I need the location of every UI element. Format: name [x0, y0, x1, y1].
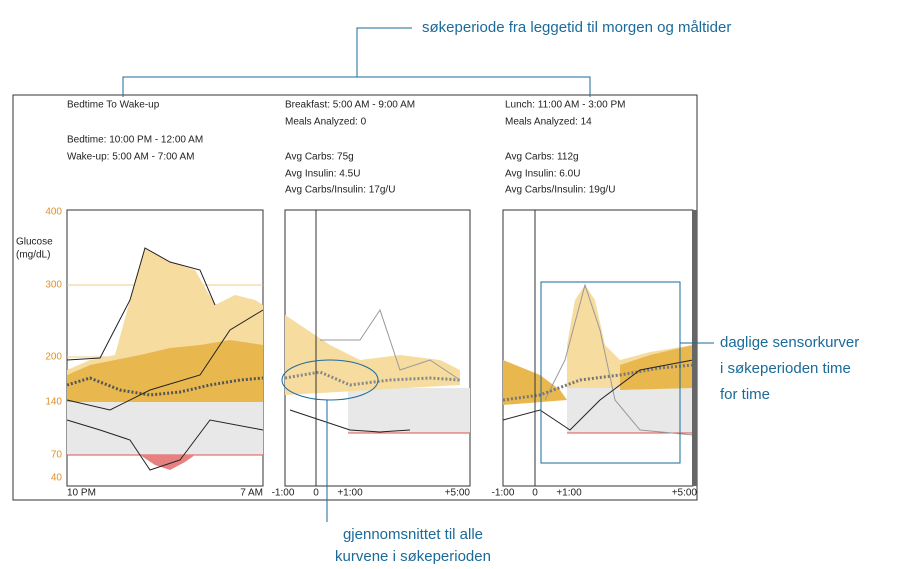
- panel-text: Breakfast: 5:00 AM - 9:00 AM: [285, 100, 415, 111]
- panel-text: Lunch: 11:00 AM - 3:00 PM: [505, 100, 625, 111]
- sensor-curve: [289, 409, 411, 433]
- sensor-curve: [66, 309, 264, 411]
- axis-label: (mg/dL): [16, 250, 50, 261]
- callout-line: kurvene i søkeperioden: [335, 548, 491, 565]
- range-band: [67, 340, 263, 402]
- panel-text: Avg Carbs: 75g: [285, 152, 354, 163]
- panel-edge: [692, 210, 697, 486]
- panel-text: Avg Insulin: 4.5U: [285, 169, 360, 180]
- y-tick-label: 200: [45, 352, 62, 363]
- sensor-curve: [544, 283, 694, 436]
- x-tick-label: -1:00: [272, 488, 295, 499]
- callout-line: daglige sensorkurver: [720, 334, 859, 351]
- average-curve: [66, 376, 264, 397]
- panel-text: Bedtime To Wake-up: [67, 100, 160, 111]
- y-tick-label: 400: [45, 207, 62, 218]
- x-tick-label: +1:00: [337, 488, 363, 499]
- average-curve: [502, 363, 694, 402]
- x-tick-label: 0: [532, 488, 538, 499]
- sensor-curve: [66, 247, 216, 361]
- sensor-curve: [320, 308, 461, 381]
- highlight-ellipse: [281, 359, 379, 401]
- sensor-curve: [502, 359, 694, 431]
- panels-graphics: [66, 209, 697, 487]
- panel-text: Wake-up: 5:00 AM - 7:00 AM: [67, 152, 194, 163]
- callout-line: i søkeperioden time: [720, 360, 851, 377]
- y-tick-label: 70: [51, 450, 63, 461]
- panel-text: Avg Insulin: 6.0U: [505, 169, 580, 180]
- target-zone: [348, 388, 470, 433]
- panel-text: Avg Carbs: 112g: [505, 152, 579, 163]
- y-tick-label: 40: [51, 473, 63, 484]
- callout-graphics: [122, 27, 714, 522]
- panel-text: Meals Analyzed: 0: [285, 117, 367, 128]
- panel-text: Avg Carbs/Insulin: 19g/U: [505, 185, 615, 196]
- x-tick-label: 10 PM: [67, 488, 96, 499]
- callout-line: for time: [720, 386, 770, 403]
- top-callout: søkeperiode fra leggetid til morgen og m…: [422, 19, 731, 36]
- panel-text: Bedtime: 10:00 PM - 12:00 AM: [67, 135, 203, 146]
- average-curve: [284, 370, 461, 387]
- y-tick-label: 140: [45, 397, 62, 408]
- sensor-curve: [66, 419, 264, 471]
- callout-line: gjennomsnittet til alle: [343, 526, 483, 543]
- target-zone: [67, 402, 263, 455]
- bracket: [122, 76, 591, 97]
- x-tick-label: +5:00: [445, 488, 471, 499]
- x-tick-label: 0: [313, 488, 319, 499]
- panel-text: Avg Carbs/Insulin: 17g/U: [285, 185, 395, 196]
- y-tick-label: 300: [45, 280, 62, 291]
- x-tick-label: 7 AM: [240, 488, 263, 499]
- panel-text: Meals Analyzed: 14: [505, 117, 592, 128]
- bracket-leader: [356, 27, 412, 77]
- x-tick-label: -1:00: [492, 488, 515, 499]
- x-tick-label: +5:00: [672, 488, 698, 499]
- x-tick-label: +1:00: [556, 488, 582, 499]
- highlight-box: [540, 281, 681, 464]
- target-zone: [567, 388, 693, 433]
- axis-label: Glucose: [16, 237, 53, 248]
